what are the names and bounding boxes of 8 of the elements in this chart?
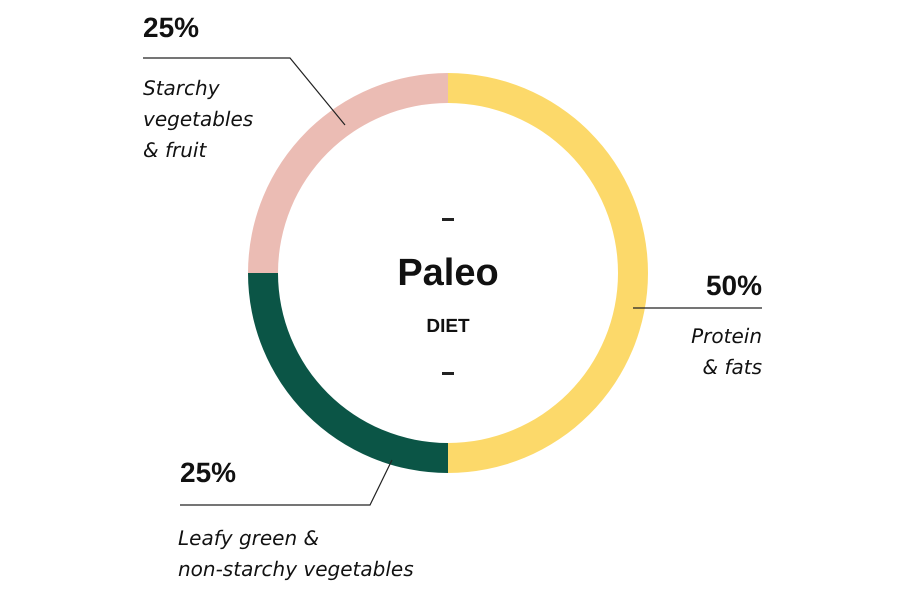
slice-label: Protein & fats [691,324,762,379]
slice-label: Leafy green & non-starchy vegetables [178,526,414,581]
data-label: 25% [180,457,236,488]
data-label: 50% [706,270,762,301]
text: DIET [426,316,470,337]
text: Paleo [397,252,499,294]
data-label: 25% [143,12,200,43]
slice-label: Starchy vegetables & fruit [143,76,254,162]
